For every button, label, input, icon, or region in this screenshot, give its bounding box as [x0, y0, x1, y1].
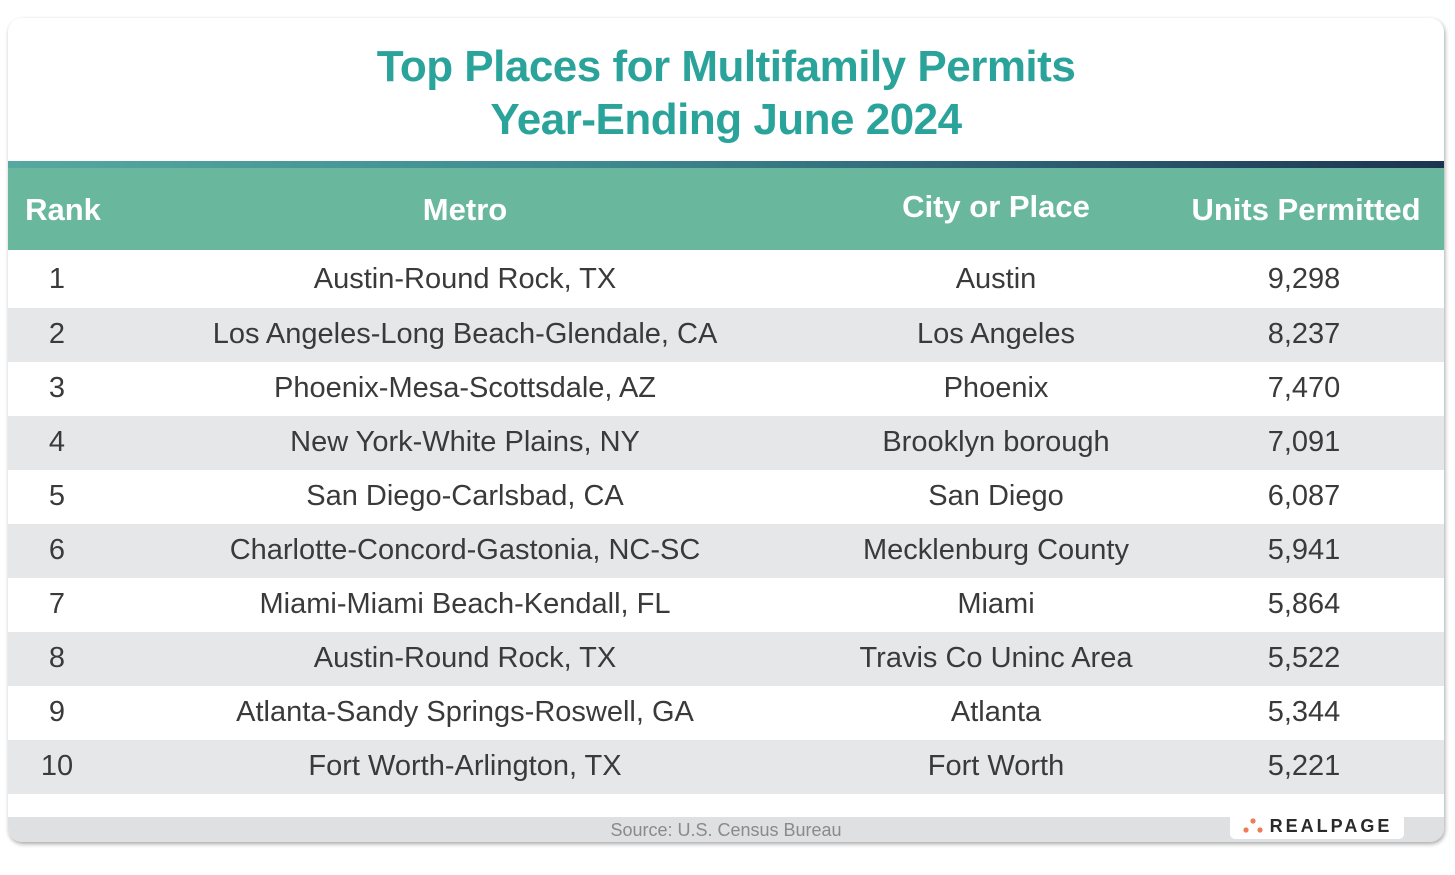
cell-units: 6,087 — [1267, 480, 1341, 512]
cell-city: Brooklyn borough — [882, 426, 1110, 458]
cell-city: Travis Co Uninc Area — [859, 642, 1133, 674]
table-row: 7 Miami-Miami Beach-Kendall, FL Miami 5,864 — [8, 578, 1444, 632]
table-row: 1 Austin-Round Rock, TX Austin 9,298 — [8, 251, 1444, 308]
cell-metro: Phoenix-Mesa-Scottsdale, AZ — [273, 372, 657, 404]
logo-text: REALPAGE — [1269, 815, 1393, 836]
cell-metro: Austin-Round Rock, TX — [313, 263, 617, 295]
cell-metro: Fort Worth-Arlington, TX — [308, 750, 622, 782]
cell-rank: 4 — [48, 426, 66, 458]
cell-city: San Diego — [928, 480, 1064, 512]
source-note: Source: U.S. Census Bureau — [610, 820, 842, 840]
cell-units: 5,864 — [1267, 588, 1341, 620]
page-title: Top Places for Multifamily Permits Year-… — [8, 40, 1444, 146]
title-line-2: Year-Ending June 2024 — [490, 95, 962, 144]
header-metro: Metro — [422, 192, 508, 227]
cell-metro: Atlanta-Sandy Springs-Roswell, GA — [236, 696, 694, 728]
table-row: 5 San Diego-Carlsbad, CA San Diego 6,087 — [8, 470, 1444, 524]
cell-units: 8,237 — [1267, 318, 1341, 350]
cell-city: Atlanta — [950, 696, 1042, 728]
cell-units: 5,941 — [1267, 534, 1341, 566]
cell-city: Los Angeles — [916, 318, 1076, 350]
header-city: City or Place — [902, 189, 1090, 224]
cell-city: Phoenix — [943, 372, 1049, 404]
header-units: Units Permitted — [1191, 192, 1421, 227]
footer: Source: U.S. Census Bureau REALPAGE — [8, 813, 1444, 842]
table-row: 2 Los Angeles-Long Beach-Glendale, CA Los … — [8, 308, 1444, 362]
cell-rank: 8 — [48, 642, 66, 674]
header-rank: Rank — [25, 192, 101, 227]
accent-gradient-bar — [8, 161, 1444, 168]
cell-units: 5,221 — [1267, 750, 1341, 782]
cell-units: 7,091 — [1267, 426, 1341, 458]
cell-city: Austin — [955, 263, 1037, 295]
cell-metro: Los Angeles-Long Beach-Glendale, CA — [212, 318, 718, 350]
cell-rank: 9 — [48, 696, 66, 728]
cell-rank: 7 — [48, 588, 66, 620]
realpage-logo: REALPAGE — [1230, 813, 1404, 839]
table-row: 9 Atlanta-Sandy Springs-Roswell, GA Atlant… — [8, 686, 1444, 740]
cell-rank: 2 — [48, 318, 66, 350]
title-line-1: Top Places for Multifamily Permits — [376, 42, 1076, 91]
cell-city: Mecklenburg County — [863, 534, 1129, 566]
cell-rank: 6 — [48, 534, 66, 566]
cell-units: 7,470 — [1267, 372, 1341, 404]
cell-rank: 1 — [48, 263, 66, 295]
table-row: 10 Fort Worth-Arlington, TX Fort Worth 5,22… — [8, 740, 1444, 794]
cell-metro: Charlotte-Concord-Gastonia, NC-SC — [229, 534, 701, 566]
cell-city: Fort Worth — [927, 750, 1065, 782]
cell-metro: Austin-Round Rock, TX — [313, 642, 617, 674]
cell-metro: Miami-Miami Beach-Kendall, FL — [259, 588, 671, 620]
table-row: 3 Phoenix-Mesa-Scottsdale, AZ Phoenix 7,470 — [8, 362, 1444, 416]
table-header: Rank Metro City or Place Units Permitted — [8, 168, 1444, 250]
logo-dots-icon — [1243, 818, 1263, 833]
table-card: Top Places for Multifamily Permits Year-… — [8, 18, 1444, 842]
cell-rank: 5 — [48, 480, 66, 512]
cell-city: Miami — [957, 588, 1035, 620]
table-row: 8 Austin-Round Rock, TX Travis Co Uninc Ar… — [8, 632, 1444, 686]
cell-metro: San Diego-Carlsbad, CA — [306, 480, 624, 512]
cell-units: 5,344 — [1267, 696, 1341, 728]
cell-rank: 3 — [48, 372, 66, 404]
table-row: 4 New York-White Plains, NY Brooklyn borou… — [8, 416, 1444, 470]
cell-rank: 10 — [40, 750, 74, 782]
cell-metro: New York-White Plains, NY — [290, 426, 640, 458]
cell-units: 5,522 — [1267, 642, 1341, 674]
table-row: 6 Charlotte-Concord-Gastonia, NC-SC Meckle… — [8, 524, 1444, 578]
cell-units: 9,298 — [1267, 263, 1341, 295]
